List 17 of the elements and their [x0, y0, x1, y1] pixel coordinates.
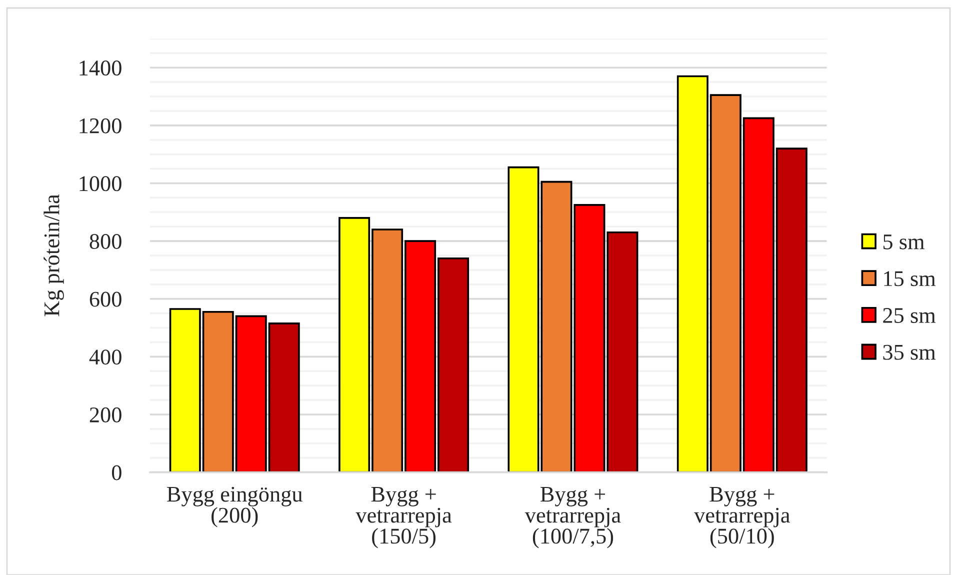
y-tick-label: 1000	[80, 176, 122, 192]
y-tick-label: 200	[90, 407, 122, 422]
legend-label: 35 sm	[883, 344, 936, 360]
y-axis-title: Kg prótein/ha	[44, 194, 64, 316]
y-tick-label: 600	[90, 292, 122, 307]
x-tick-label: Bygg + vetrarrepja (50/10)	[694, 487, 790, 548]
y-tick-label: 1400	[80, 60, 122, 76]
y-tick-label: 0	[112, 465, 122, 480]
legend-label: 5 sm	[883, 234, 924, 250]
y-tick-label: 800	[90, 234, 122, 249]
x-tick-label: Bygg + vetrarrepja (100/7,5)	[524, 487, 621, 548]
y-tick-label: 1200	[80, 118, 122, 134]
legend-label: 15 sm	[884, 271, 936, 286]
x-tick-label: Bygg eingöngu (200)	[167, 486, 302, 528]
y-tick-label: 400	[89, 350, 122, 365]
legend-label: 25 sm	[883, 308, 936, 323]
x-tick-label: Bygg + vetrarrepja (150/5)	[356, 487, 452, 548]
